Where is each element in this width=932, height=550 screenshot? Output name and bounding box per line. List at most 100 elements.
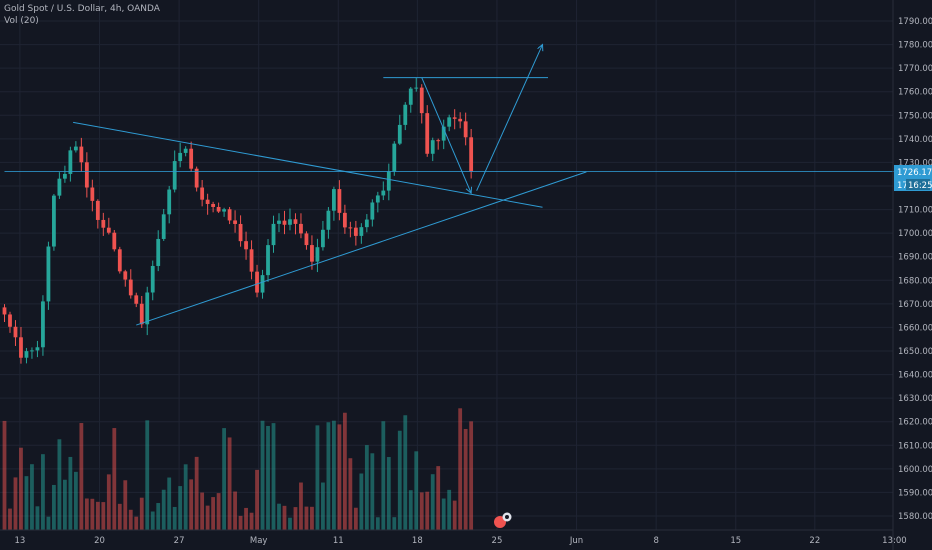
time-tick-label: May: [250, 536, 268, 546]
candle-body: [452, 117, 457, 119]
candle-body: [293, 219, 298, 224]
price-tick-label: 1630.000: [898, 394, 932, 404]
volume-bar: [342, 412, 347, 530]
candle-body: [436, 140, 441, 142]
candle-body: [403, 104, 408, 125]
candle-body: [200, 187, 205, 200]
candle-body: [35, 347, 40, 351]
candle-body: [211, 203, 216, 207]
volume-bar: [403, 415, 408, 530]
volume-bar: [216, 493, 221, 530]
volume-bar: [200, 492, 205, 530]
volume-bar: [260, 420, 265, 530]
candle-body: [57, 178, 62, 196]
ideas-icon[interactable]: [494, 512, 512, 529]
candle-body: [172, 161, 177, 190]
candle-body: [189, 148, 194, 169]
volume-bar: [447, 489, 452, 530]
candle-body: [134, 295, 139, 304]
price-tick-label: 1670.000: [898, 300, 932, 310]
volume-bar: [463, 428, 468, 530]
volume-bars: [2, 408, 474, 530]
volume-bar: [134, 516, 139, 530]
candle-body: [2, 307, 7, 315]
volume-bar: [62, 479, 67, 530]
volume-bar: [332, 420, 336, 530]
volume-bar: [41, 454, 45, 530]
candle-body: [266, 245, 270, 276]
arrow-line: [421, 77, 471, 194]
volume-bar: [52, 484, 56, 530]
volume-bar: [441, 498, 446, 530]
volume-bar: [315, 425, 320, 530]
volume-bar: [310, 506, 314, 530]
candle-body: [255, 271, 259, 293]
candle-body: [299, 223, 303, 234]
candle-body: [62, 173, 67, 179]
volume-bar: [288, 517, 292, 530]
volume-bar: [117, 503, 122, 530]
candle-body: [205, 199, 210, 204]
candle-body: [271, 223, 276, 246]
candle-body: [161, 214, 166, 239]
candle-body: [222, 209, 226, 212]
volume-bar: [79, 423, 84, 530]
second-price-label: 17: [897, 181, 908, 191]
volume-bar: [95, 501, 100, 530]
price-tick-label: 1730.000: [898, 158, 932, 168]
volume-bar: [375, 517, 380, 530]
volume-bar: [194, 456, 199, 530]
indicator-title: Vol (20): [4, 16, 39, 26]
candle-body: [30, 350, 34, 352]
candle-body: [430, 140, 435, 154]
candle-body: [408, 88, 413, 105]
candle-body: [90, 187, 95, 201]
volume-bar: [469, 421, 474, 530]
volume-bar: [364, 445, 369, 530]
volume-bar: [189, 479, 194, 530]
candle-body: [79, 146, 84, 163]
volume-bar: [430, 474, 435, 530]
volume-bar: [277, 503, 281, 530]
price-tick-label: 1710.000: [898, 206, 932, 216]
drawings[interactable]: [4, 45, 916, 326]
candle-body: [304, 233, 309, 246]
candle-body: [139, 303, 144, 325]
bar-timer-label: 16:25: [908, 181, 932, 191]
time-tick-label: 27: [174, 536, 185, 546]
price-tick-label: 1790.000: [898, 17, 932, 27]
candle-body: [315, 247, 320, 262]
candle-body: [117, 249, 122, 272]
candle-body: [41, 301, 45, 348]
candle-body: [19, 337, 23, 358]
candle-body: [288, 219, 292, 225]
volume-bar: [359, 473, 364, 530]
candle-body: [156, 238, 161, 266]
volume-bar: [266, 425, 270, 530]
candle-body: [112, 232, 117, 250]
volume-bar: [271, 423, 276, 530]
time-tick-label: 20: [94, 536, 105, 546]
candle-body: [463, 121, 468, 138]
second-price-tag: 17 16:25: [894, 178, 932, 191]
volume-bar: [211, 497, 216, 530]
volume-bar: [436, 466, 441, 530]
volume-bar: [249, 512, 254, 530]
volume-bar: [183, 464, 188, 530]
volume-bar: [101, 502, 106, 530]
price-axis[interactable]: 1580.000 1590.000 1600.000 1610.000 1620.000…: [898, 17, 932, 522]
candle-body: [145, 292, 150, 325]
candle-body: [167, 189, 172, 215]
candle-body: [419, 87, 424, 114]
candle-body: [332, 189, 336, 211]
candle-body: [46, 246, 51, 302]
price-tick-label: 1770.000: [898, 64, 932, 74]
volume-bar: [255, 469, 259, 530]
volume-bar: [238, 515, 243, 530]
volume-bar: [233, 491, 237, 530]
trendline: [73, 121, 543, 208]
volume-bar: [35, 506, 40, 530]
